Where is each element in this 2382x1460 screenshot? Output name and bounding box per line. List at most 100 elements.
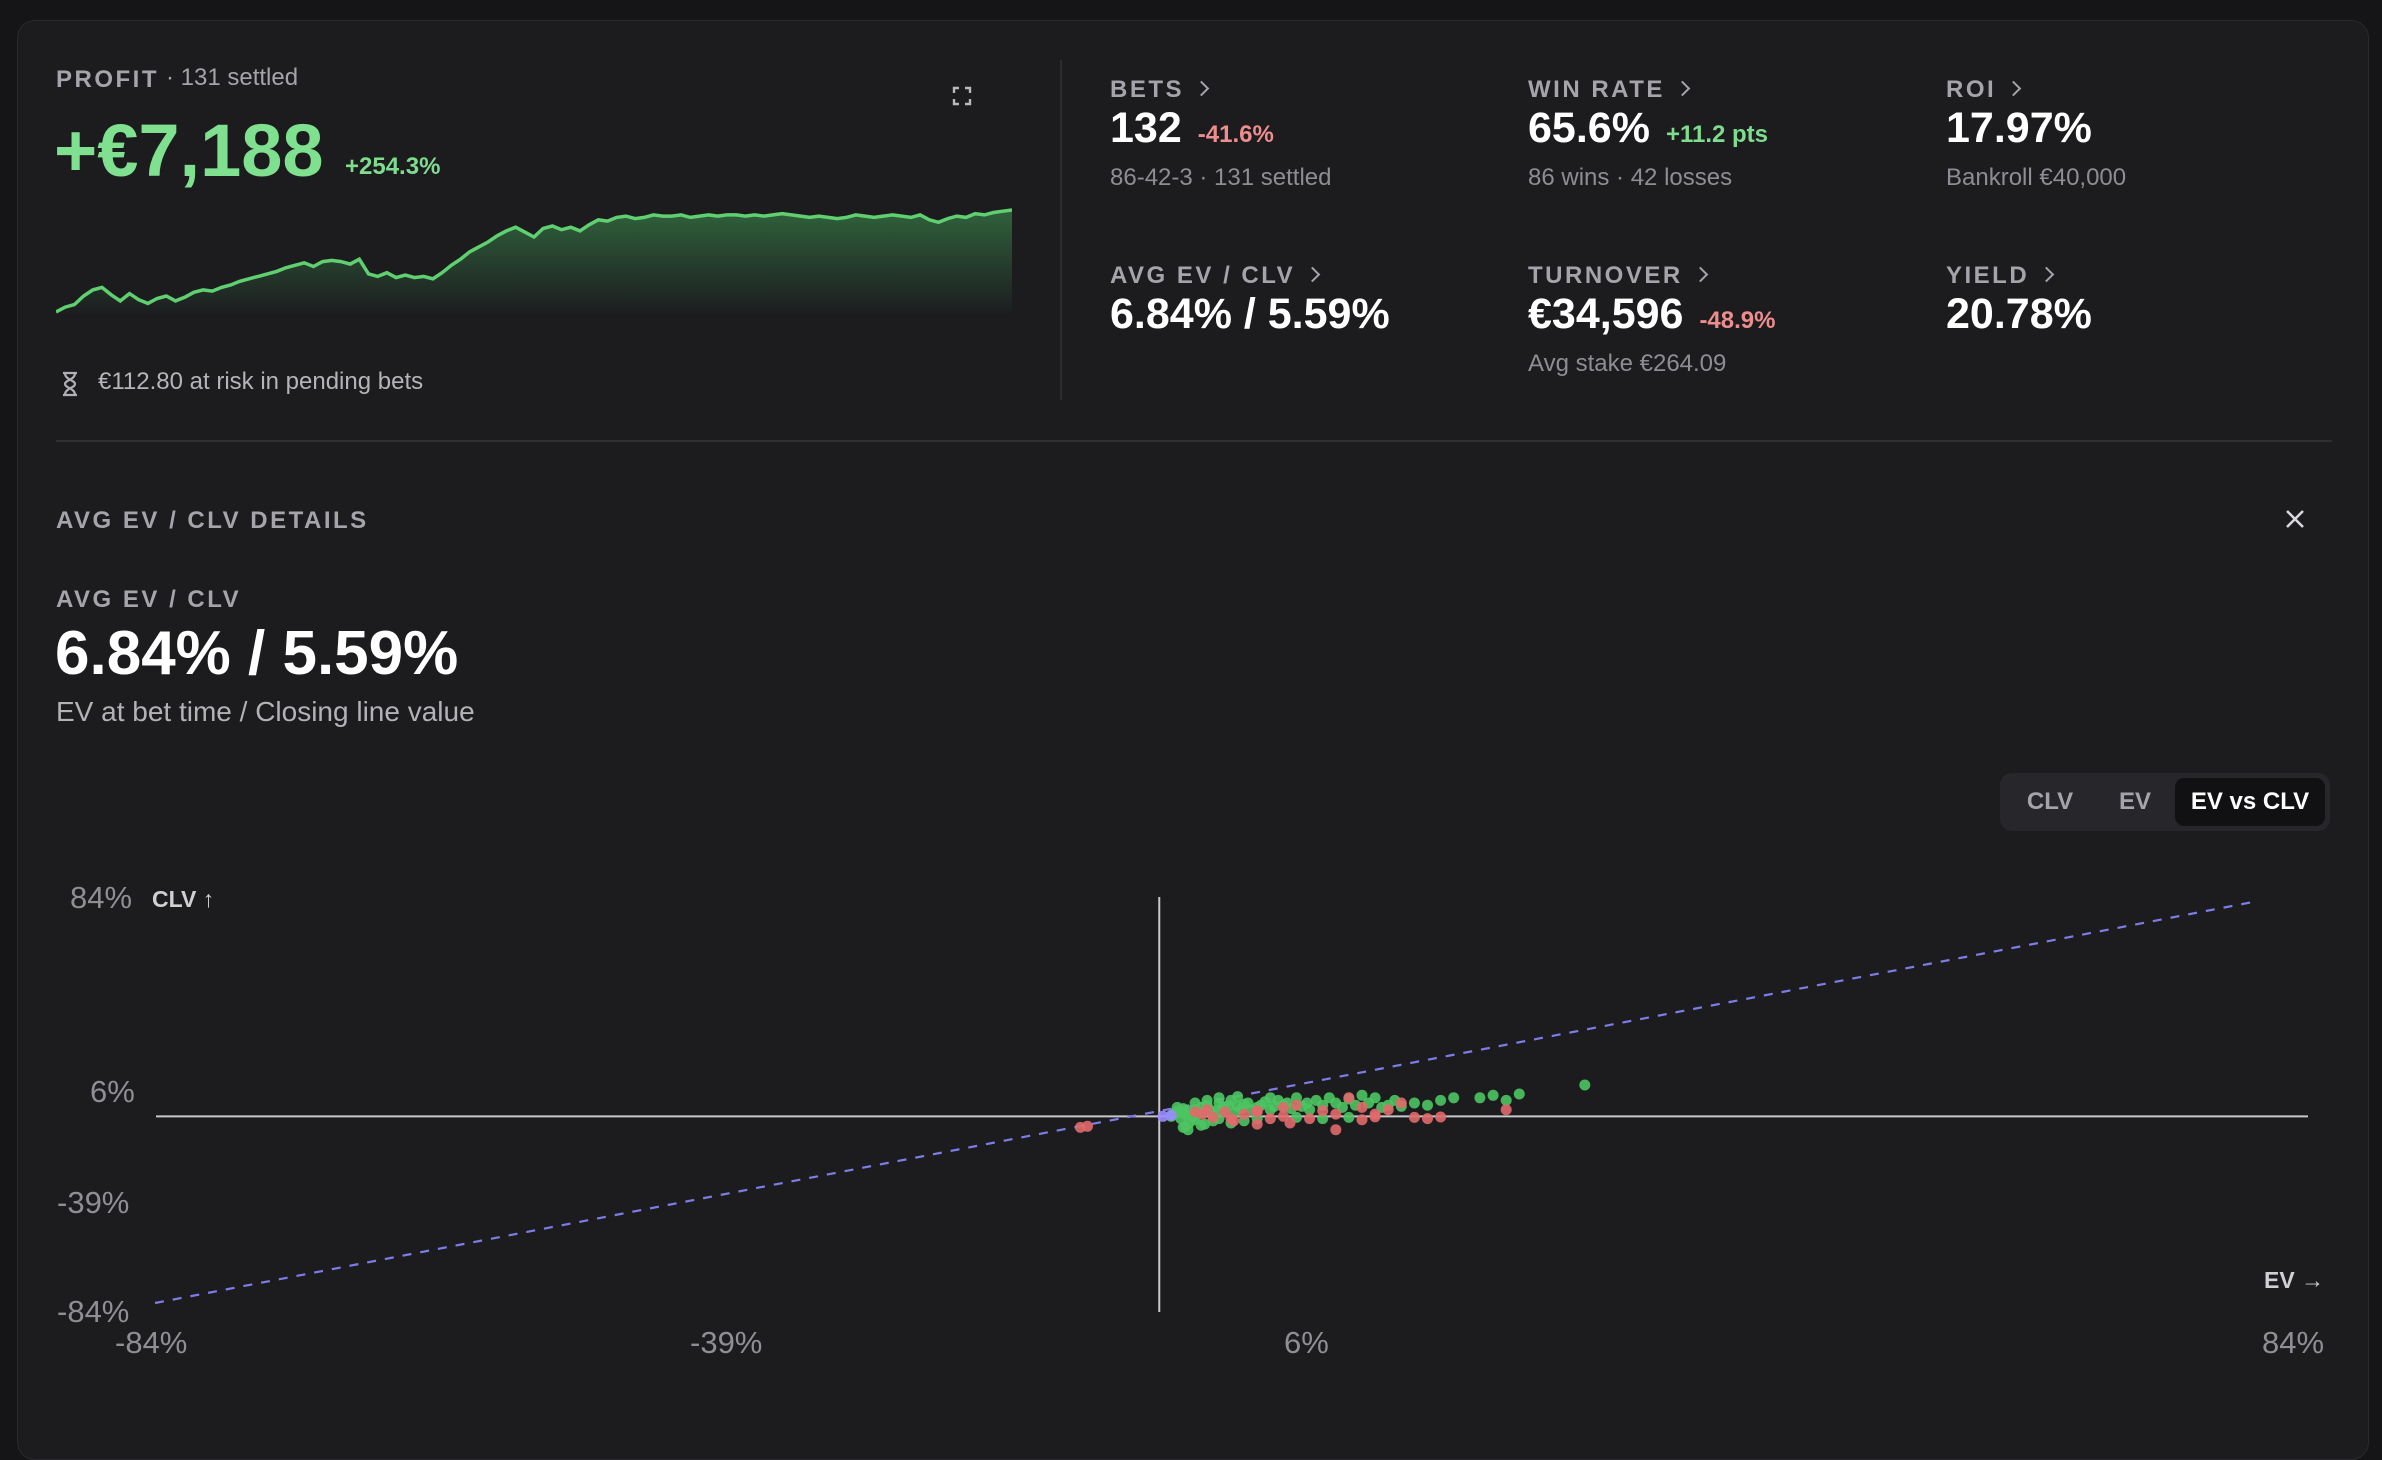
scatter-point-loss — [1343, 1092, 1355, 1104]
metric-label: AVG EV / CLV — [56, 586, 242, 613]
stat-label: TURNOVER — [1528, 262, 1683, 289]
scatter-point-win — [1356, 1089, 1368, 1101]
details-title: AVG EV / CLV DETAILS — [56, 507, 369, 534]
section-divider — [56, 440, 2332, 442]
scatter-point-win — [1474, 1092, 1486, 1104]
scatter-point-loss — [1356, 1114, 1368, 1126]
scatter-point-win — [1435, 1094, 1447, 1106]
stat-value: 17.97% — [1946, 104, 2092, 152]
y-tick-label: 6% — [90, 1074, 135, 1109]
scatter-point-loss — [1201, 1104, 1213, 1116]
toggle-clv[interactable]: CLV — [2026, 788, 2074, 815]
scatter-point-loss — [1422, 1113, 1433, 1125]
stat-value: 6.84% / 5.59% — [1110, 290, 1390, 338]
scatter-point-win — [1448, 1092, 1460, 1104]
scatter-point-loss — [1074, 1121, 1086, 1133]
ev-clv-scatter-chart — [154, 897, 2308, 1312]
scatter-point-loss — [1251, 1106, 1263, 1118]
pending-risk: €112.80 at risk in pending bets — [98, 368, 424, 395]
x-tick-label: -39% — [690, 1325, 763, 1360]
scatter-point-loss — [1277, 1110, 1289, 1122]
scatter-point-loss — [1435, 1111, 1447, 1123]
scatter-point-win — [1317, 1113, 1329, 1125]
view-toggle: CLV EV EV vs CLV — [2000, 773, 2330, 831]
toggle-ev-vs-clv[interactable]: EV vs CLV — [2175, 778, 2325, 826]
profit-settled: · 131 settled — [166, 64, 299, 91]
y-tick-label: -39% — [57, 1185, 130, 1220]
scatter-point-loss — [1500, 1104, 1512, 1116]
scatter-point-win — [1232, 1091, 1244, 1103]
x-tick-label: 84% — [2262, 1325, 2325, 1360]
x-tick-label: -84% — [115, 1325, 188, 1360]
stat-sub: Avg stake €264.09 — [1528, 350, 1727, 377]
dashboard-card — [17, 20, 2369, 1460]
stat-delta: +11.2 pts — [1665, 121, 1769, 148]
scatter-point-win — [1304, 1104, 1316, 1116]
vertical-divider — [1060, 60, 1062, 400]
stat-label: YIELD — [1946, 262, 2030, 289]
scatter-point-win — [1171, 1101, 1183, 1113]
scatter-point-win — [1343, 1111, 1355, 1123]
scatter-point-loss — [1277, 1101, 1289, 1113]
y-tick-label: -84% — [57, 1294, 130, 1329]
scatter-point-win — [1487, 1089, 1499, 1101]
scatter-point-win — [1199, 1118, 1211, 1130]
y-tick-label: 84% — [70, 880, 133, 915]
scatter-point-win — [1189, 1097, 1201, 1109]
sparkline-area — [56, 210, 1012, 315]
scatter-point-win — [1513, 1088, 1525, 1100]
hourglass-icon — [58, 370, 82, 398]
scatter-point-push — [1157, 1110, 1169, 1122]
scatter-point-win — [1579, 1079, 1591, 1091]
stat-sub: 86 wins · 42 losses — [1528, 164, 1733, 191]
scatter-point-win — [1201, 1094, 1213, 1106]
scatter-point-loss — [1207, 1111, 1219, 1123]
scatter-point-loss — [1330, 1124, 1342, 1136]
profit-change: +254.3% — [345, 153, 441, 180]
scatter-point-push — [1165, 1109, 1177, 1121]
scatter-point-loss — [1225, 1113, 1237, 1125]
stat-label: BETS — [1110, 76, 1185, 103]
scatter-point-loss — [1330, 1108, 1342, 1120]
scatter-point-win — [1180, 1120, 1192, 1132]
scatter-point-loss — [1356, 1101, 1368, 1113]
stat-label: ROI — [1946, 76, 1997, 103]
scatter-point-loss — [1395, 1097, 1407, 1109]
stat-delta: -41.6% — [1197, 121, 1274, 148]
stat-value: 20.78% — [1946, 290, 2092, 338]
stat-label: AVG EV / CLV — [1110, 262, 1296, 289]
scatter-point-win — [1500, 1094, 1512, 1106]
expand-icon[interactable] — [950, 84, 974, 108]
scatter-point-loss — [1291, 1099, 1302, 1111]
stat-value: 65.6% — [1528, 104, 1650, 152]
toggle-ev[interactable]: EV — [2118, 788, 2151, 815]
scatter-point-loss — [1317, 1105, 1329, 1117]
scatter-point-win — [1213, 1092, 1225, 1104]
scatter-point-loss — [1251, 1118, 1263, 1130]
profit-sparkline — [56, 208, 1012, 315]
stat-delta: -48.9% — [1699, 307, 1776, 334]
x-axis-label: EV → — [2264, 1267, 2325, 1293]
metric-value: 6.84% / 5.59% — [55, 619, 459, 688]
scatter-point-win — [1336, 1101, 1348, 1113]
metric-description: EV at bet time / Closing line value — [56, 696, 475, 727]
stat-value: €34,596 — [1528, 290, 1684, 338]
scatter-point-loss — [1264, 1113, 1276, 1125]
close-icon[interactable] — [2282, 506, 2308, 532]
scatter-point-win — [1408, 1097, 1420, 1109]
y-axis-label: CLV ↑ — [152, 886, 215, 912]
scatter-point-win — [1369, 1092, 1381, 1104]
profit-value: +€7,188 — [54, 109, 324, 192]
stat-sub: 86-42-3 · 131 settled — [1110, 164, 1332, 191]
scatter-point-loss — [1284, 1117, 1296, 1129]
stat-sub: Bankroll €40,000 — [1946, 164, 2127, 191]
scatter-point-loss — [1382, 1104, 1394, 1116]
scatter-point-loss — [1408, 1111, 1420, 1123]
stat-label: WIN RATE — [1528, 76, 1665, 103]
profit-label: PROFIT — [56, 66, 159, 93]
scatter-point-loss — [1304, 1113, 1316, 1125]
x-tick-label: 6% — [1284, 1325, 1329, 1360]
scatter-point-win — [1264, 1092, 1276, 1104]
sparkline-line — [56, 208, 1012, 314]
scatter-point-loss — [1369, 1111, 1381, 1123]
